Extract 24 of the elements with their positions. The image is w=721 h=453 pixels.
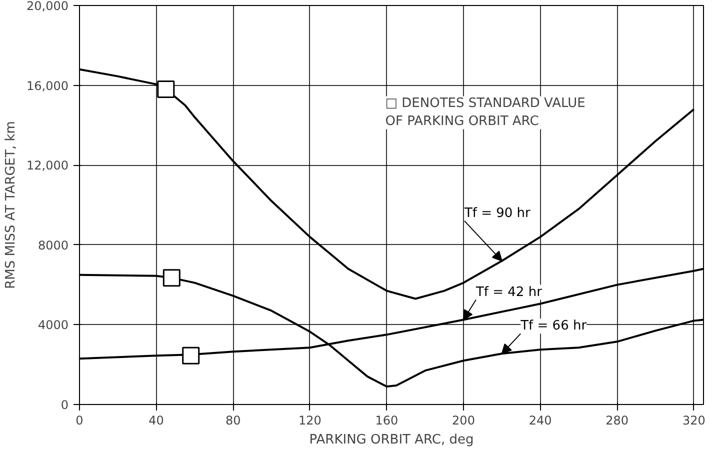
point — [182, 346, 200, 364]
x-tick-label: 160 — [375, 414, 398, 428]
series-label: Tf = 42 hr — [474, 284, 543, 300]
x-tick-label: 80 — [225, 414, 241, 428]
y-tick-label: 8000 — [38, 238, 69, 252]
x-tick-label: 40 — [148, 414, 164, 428]
x-tick-label: 280 — [606, 414, 629, 428]
series-label: Tf = 66 hr — [520, 318, 588, 334]
y-tick-label: 16,000 — [26, 78, 69, 93]
y-tick-label: 12,000 — [26, 158, 69, 173]
point — [162, 269, 180, 287]
point — [157, 80, 175, 98]
x-tick-label: 320 — [682, 414, 706, 428]
annotation: □ DENOTES STANDARD VALUE OF PARKING ORBIT ARC — [385, 96, 586, 130]
x-tick-label: 120 — [298, 414, 322, 428]
x-tick-label: 0 — [76, 414, 84, 428]
y-tick-label: 20,000 — [26, 0, 69, 13]
series-label: Tf = 90 hr — [463, 206, 532, 221]
y-axis-title: RMS MISS AT TARGET, km — [4, 121, 19, 289]
x-tick-label: 200 — [452, 414, 475, 428]
y-tick-label: 0 — [60, 398, 69, 412]
x-tick-label: 240 — [528, 414, 552, 428]
y-tick-label: 4000 — [38, 318, 69, 332]
x-axis-title: PARKING ORBIT ARC, deg — [309, 432, 474, 448]
